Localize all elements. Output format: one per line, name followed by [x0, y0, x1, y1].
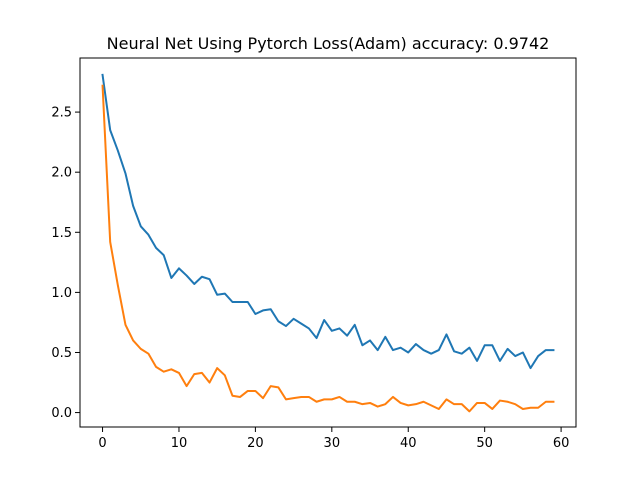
y-axis: 0.0 0.5 1.0 1.5 2.0 2.5	[51, 106, 80, 421]
chart-title: Neural Net Using Pytorch Loss(Adam) accu…	[107, 34, 550, 53]
x-tick-label: 30	[324, 436, 341, 451]
y-tick-label: 2.0	[51, 166, 72, 181]
x-tick-label: 40	[400, 436, 417, 451]
y-tick-label: 0.5	[51, 346, 72, 361]
x-tick-label: 0	[98, 436, 106, 451]
y-tick-label: 2.5	[51, 106, 72, 121]
series-line-2	[101, 84, 555, 413]
plot-series	[101, 73, 555, 413]
y-tick-label: 1.5	[51, 226, 72, 241]
x-tick-label: 60	[553, 436, 570, 451]
x-tick-label: 20	[247, 436, 264, 451]
x-axis: 0 10 20 30 40 50 60	[98, 427, 569, 451]
series-line-1	[101, 73, 555, 370]
x-tick-label: 50	[476, 436, 493, 451]
plot-frame	[79, 57, 577, 428]
y-tick-label: 0.0	[51, 406, 72, 421]
x-tick-label: 10	[171, 436, 188, 451]
y-tick-label: 1.0	[51, 286, 72, 301]
